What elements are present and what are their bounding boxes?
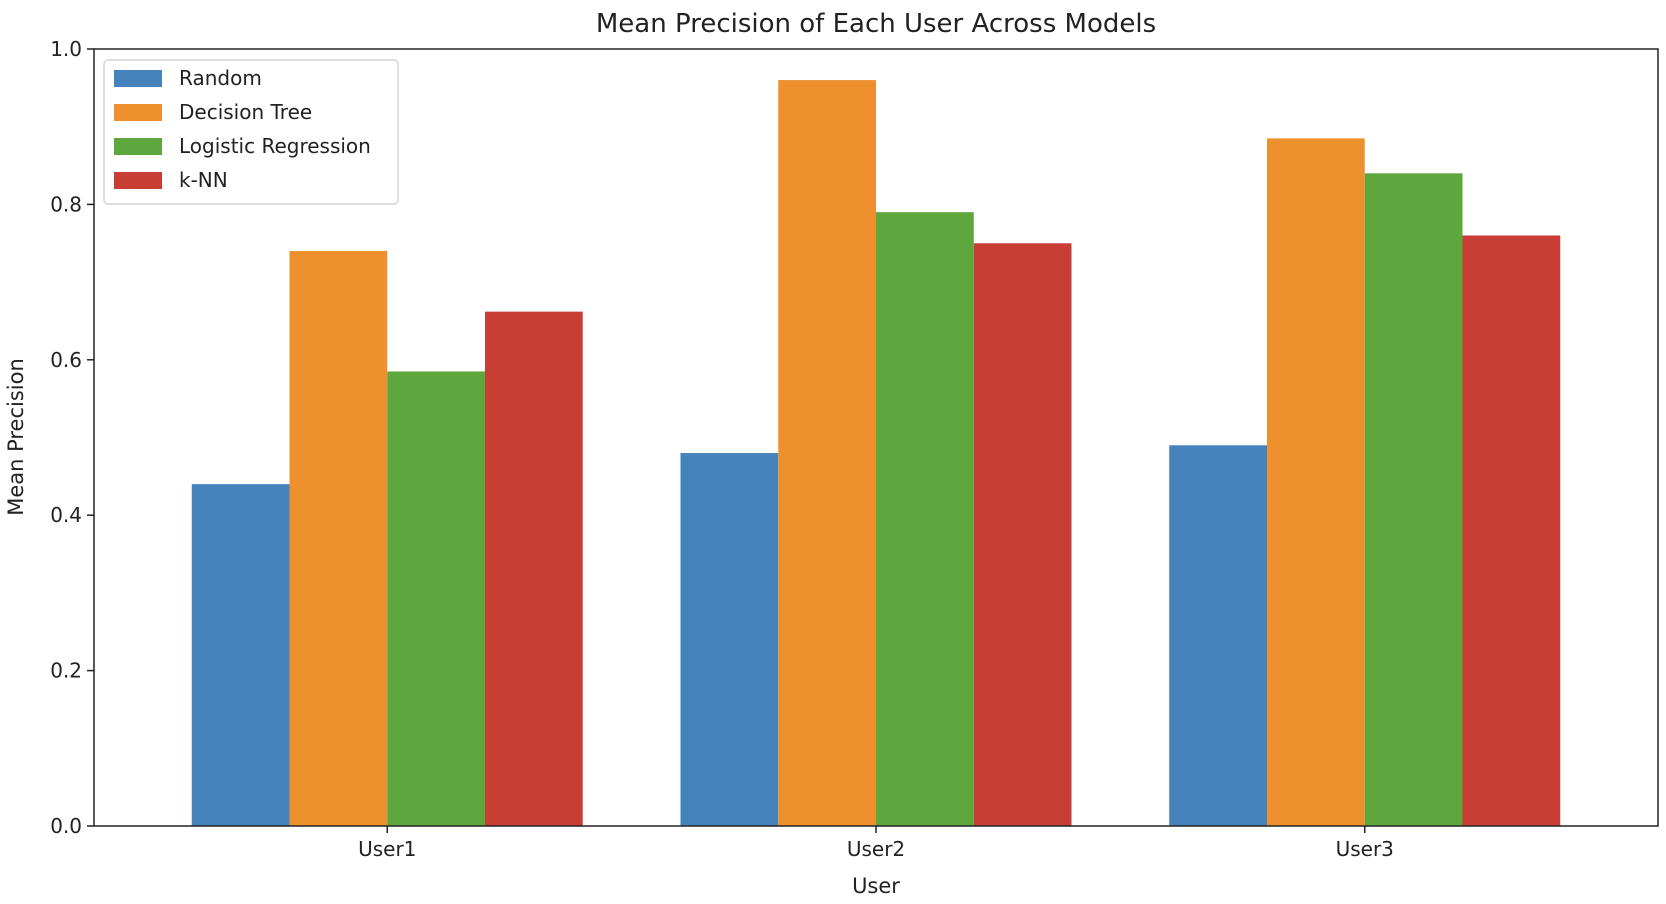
legend-label-random: Random (179, 66, 262, 90)
y-tick-label: 0.6 (50, 348, 82, 372)
bar-decision-tree-user2 (778, 80, 876, 826)
bar-k-nn-user2 (973, 243, 1072, 826)
bar-random-user2 (680, 453, 779, 826)
bar-k-nn-user1 (485, 311, 583, 826)
bar-logistic-regression-user3 (1364, 173, 1463, 826)
bar-logistic-regression-user2 (876, 212, 974, 827)
legend-label-k-nn: k-NN (179, 168, 228, 192)
legend: Random Decision Tree Logistic Regression k-… (103, 59, 399, 205)
bar-decision-tree-user1 (289, 251, 388, 826)
y-tick-label: 1.0 (50, 37, 82, 61)
legend-swatch-logistic-regression (114, 138, 162, 155)
legend-box (103, 59, 399, 205)
x-tick-label-user2: User2 (847, 837, 905, 861)
bar-decision-tree-user3 (1267, 138, 1365, 827)
legend-label-logistic-regression: Logistic Regression (179, 134, 371, 158)
bar-logistic-regression-user1 (387, 371, 485, 826)
chart-title: Mean Precision of Each User Across Model… (596, 9, 1156, 39)
y-tick-label: 0.2 (50, 659, 82, 683)
bar-k-nn-user3 (1462, 235, 1561, 827)
legend-swatch-k-nn (114, 172, 162, 189)
y-tick-label: 0.0 (50, 814, 82, 838)
bar-random-user3 (1169, 445, 1267, 826)
legend-swatch-decision-tree (114, 104, 162, 121)
x-axis-label: User (852, 874, 900, 898)
x-tick-label-user3: User3 (1336, 837, 1394, 861)
bar-random-user1 (191, 484, 290, 826)
legend-swatch-random (114, 70, 162, 87)
bars-layer (191, 80, 1561, 827)
y-tick-label: 0.4 (50, 503, 82, 527)
legend-label-decision-tree: Decision Tree (179, 100, 312, 124)
axes-layer: 0.0 0.2 0.4 0.6 0.8 1.0 User1 User2 User3 (50, 37, 1394, 861)
x-tick-label-user1: User1 (358, 837, 416, 861)
y-axis-label: Mean Precision (4, 358, 28, 516)
y-tick-label: 0.8 (50, 192, 82, 216)
